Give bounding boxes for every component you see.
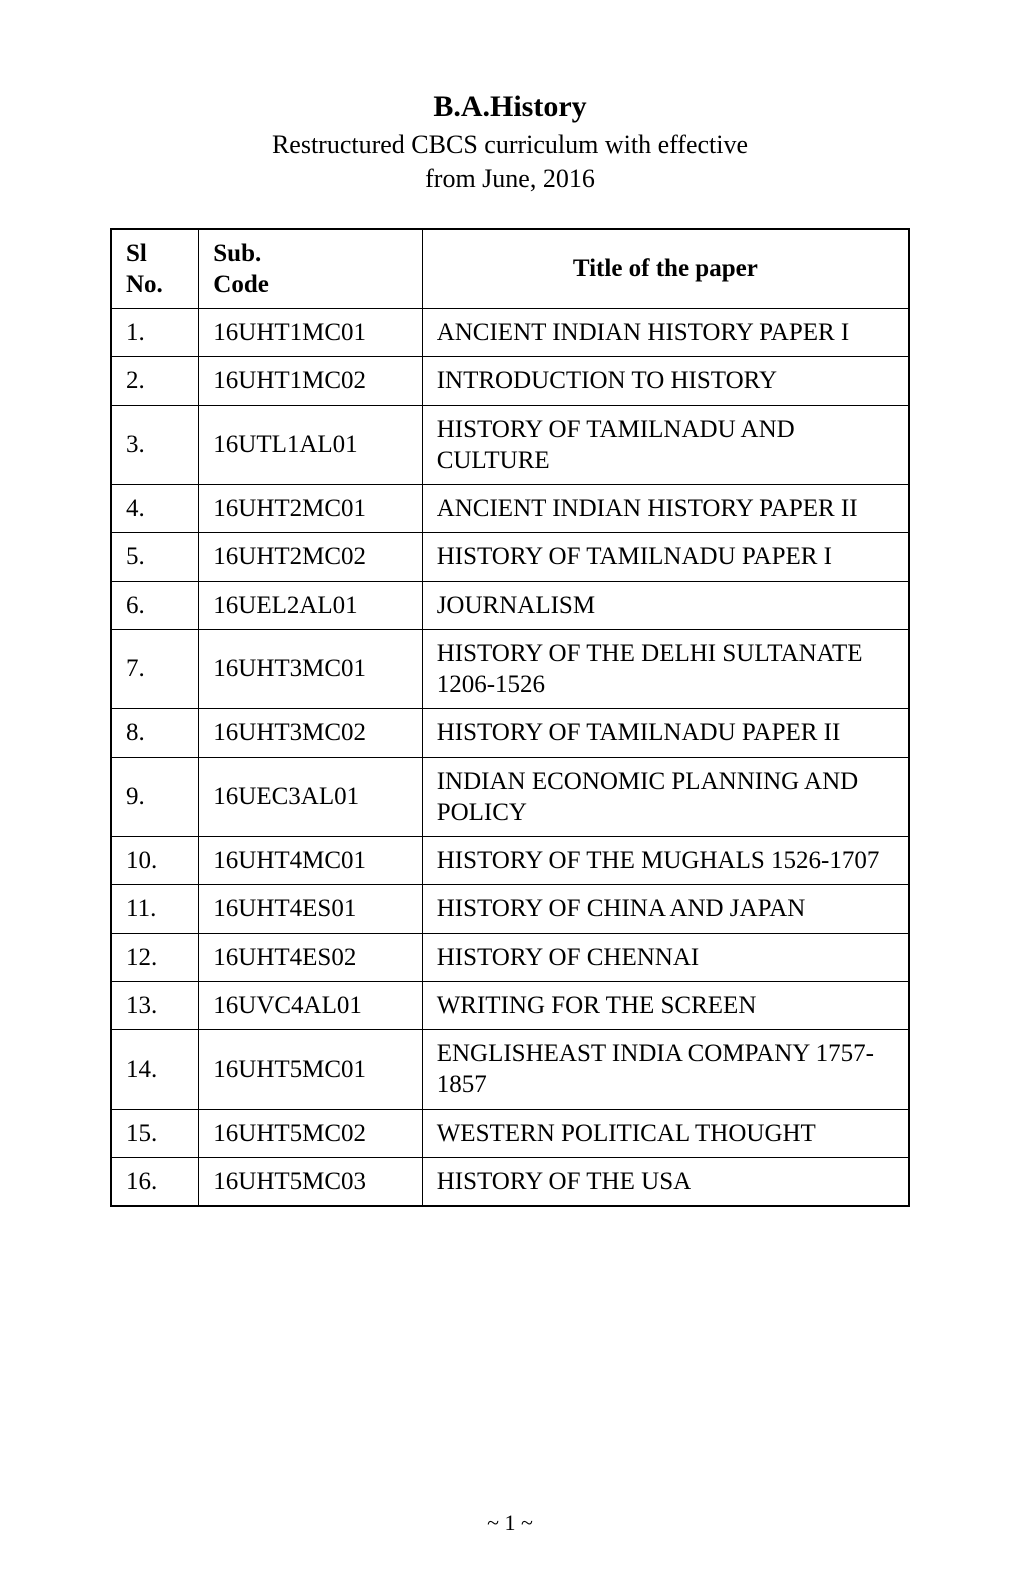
cell-slno: 15.	[111, 1109, 199, 1157]
cell-title: JOURNALISM	[422, 581, 909, 629]
cell-title: HISTORY OF TAMILNADU PAPER I	[422, 533, 909, 581]
cell-title: WRITING FOR THE SCREEN	[422, 981, 909, 1029]
table-row: 4.16UHT2MC01ANCIENT INDIAN HISTORY PAPER…	[111, 485, 909, 533]
cell-code: 16UTL1AL01	[199, 405, 422, 485]
table-row: 1.16UHT1MC01ANCIENT INDIAN HISTORY PAPER…	[111, 309, 909, 357]
cell-slno: 11.	[111, 885, 199, 933]
table-row: 14.16UHT5MC01ENGLISHEAST INDIA COMPANY 1…	[111, 1030, 909, 1110]
cell-title: ENGLISHEAST INDIA COMPANY 1757-1857	[422, 1030, 909, 1110]
column-header-slno: Sl No.	[111, 229, 199, 309]
subtitle-line-1: Restructured CBCS curriculum with effect…	[272, 130, 748, 159]
cell-slno: 13.	[111, 981, 199, 1029]
table-row: 11.16UHT4ES01HISTORY OF CHINA AND JAPAN	[111, 885, 909, 933]
table-row: 15.16UHT5MC02WESTERN POLITICAL THOUGHT	[111, 1109, 909, 1157]
cell-title: HISTORY OF THE DELHI SULTANATE 1206-1526	[422, 629, 909, 709]
cell-code: 16UHT2MC01	[199, 485, 422, 533]
cell-slno: 4.	[111, 485, 199, 533]
cell-title: HISTORY OF THE USA	[422, 1157, 909, 1206]
curriculum-table: Sl No. Sub. Code Title of the paper 1.16…	[110, 228, 910, 1208]
cell-code: 16UHT5MC02	[199, 1109, 422, 1157]
table-row: 16.16UHT5MC03HISTORY OF THE USA	[111, 1157, 909, 1206]
cell-title: ANCIENT INDIAN HISTORY PAPER I	[422, 309, 909, 357]
column-header-code: Sub. Code	[199, 229, 422, 309]
cell-title: INTRODUCTION TO HISTORY	[422, 357, 909, 405]
cell-title: HISTORY OF CHENNAI	[422, 933, 909, 981]
table-row: 12.16UHT4ES02HISTORY OF CHENNAI	[111, 933, 909, 981]
table-header-row: Sl No. Sub. Code Title of the paper	[111, 229, 909, 309]
cell-slno: 8.	[111, 709, 199, 757]
cell-slno: 12.	[111, 933, 199, 981]
table-row: 5.16UHT2MC02HISTORY OF TAMILNADU PAPER I	[111, 533, 909, 581]
cell-code: 16UVC4AL01	[199, 981, 422, 1029]
cell-slno: 16.	[111, 1157, 199, 1206]
cell-slno: 14.	[111, 1030, 199, 1110]
table-row: 9.16UEC3AL01INDIAN ECONOMIC PLANNING AND…	[111, 757, 909, 837]
table-body: 1.16UHT1MC01ANCIENT INDIAN HISTORY PAPER…	[111, 309, 909, 1207]
cell-code: 16UHT5MC03	[199, 1157, 422, 1206]
header-code-line2: Code	[213, 271, 269, 298]
cell-slno: 5.	[111, 533, 199, 581]
cell-slno: 3.	[111, 405, 199, 485]
header-slno-line1: Sl	[126, 240, 147, 267]
cell-title: HISTORY OF TAMILNADU AND CULTURE	[422, 405, 909, 485]
cell-slno: 7.	[111, 629, 199, 709]
cell-title: HISTORY OF TAMILNADU PAPER II	[422, 709, 909, 757]
page-number: ~ 1 ~	[0, 1510, 1020, 1536]
table-row: 3.16UTL1AL01HISTORY OF TAMILNADU AND CUL…	[111, 405, 909, 485]
cell-code: 16UHT3MC01	[199, 629, 422, 709]
cell-slno: 6.	[111, 581, 199, 629]
header-slno-line2: No.	[126, 271, 163, 298]
table-row: 2.16UHT1MC02INTRODUCTION TO HISTORY	[111, 357, 909, 405]
cell-code: 16UEC3AL01	[199, 757, 422, 837]
cell-title: INDIAN ECONOMIC PLANNING AND POLICY	[422, 757, 909, 837]
column-header-title: Title of the paper	[422, 229, 909, 309]
page-subtitle: Restructured CBCS curriculum with effect…	[110, 128, 910, 196]
table-row: 10.16UHT4MC01HISTORY OF THE MUGHALS 1526…	[111, 837, 909, 885]
header-code-line1: Sub.	[213, 240, 261, 267]
cell-code: 16UHT1MC02	[199, 357, 422, 405]
table-row: 6.16UEL2AL01JOURNALISM	[111, 581, 909, 629]
cell-code: 16UHT3MC02	[199, 709, 422, 757]
cell-slno: 10.	[111, 837, 199, 885]
cell-title: HISTORY OF THE MUGHALS 1526-1707	[422, 837, 909, 885]
cell-code: 16UHT4ES01	[199, 885, 422, 933]
table-row: 8.16UHT3MC02HISTORY OF TAMILNADU PAPER I…	[111, 709, 909, 757]
cell-title: ANCIENT INDIAN HISTORY PAPER II	[422, 485, 909, 533]
cell-code: 16UHT4MC01	[199, 837, 422, 885]
cell-code: 16UHT2MC02	[199, 533, 422, 581]
table-row: 13.16UVC4AL01WRITING FOR THE SCREEN	[111, 981, 909, 1029]
cell-slno: 2.	[111, 357, 199, 405]
subtitle-line-2: from June, 2016	[425, 164, 595, 193]
cell-code: 16UHT4ES02	[199, 933, 422, 981]
cell-slno: 9.	[111, 757, 199, 837]
cell-slno: 1.	[111, 309, 199, 357]
cell-code: 16UHT1MC01	[199, 309, 422, 357]
table-row: 7.16UHT3MC01HISTORY OF THE DELHI SULTANA…	[111, 629, 909, 709]
page-title: B.A.History	[110, 90, 910, 124]
cell-code: 16UHT5MC01	[199, 1030, 422, 1110]
cell-code: 16UEL2AL01	[199, 581, 422, 629]
cell-title: HISTORY OF CHINA AND JAPAN	[422, 885, 909, 933]
cell-title: WESTERN POLITICAL THOUGHT	[422, 1109, 909, 1157]
